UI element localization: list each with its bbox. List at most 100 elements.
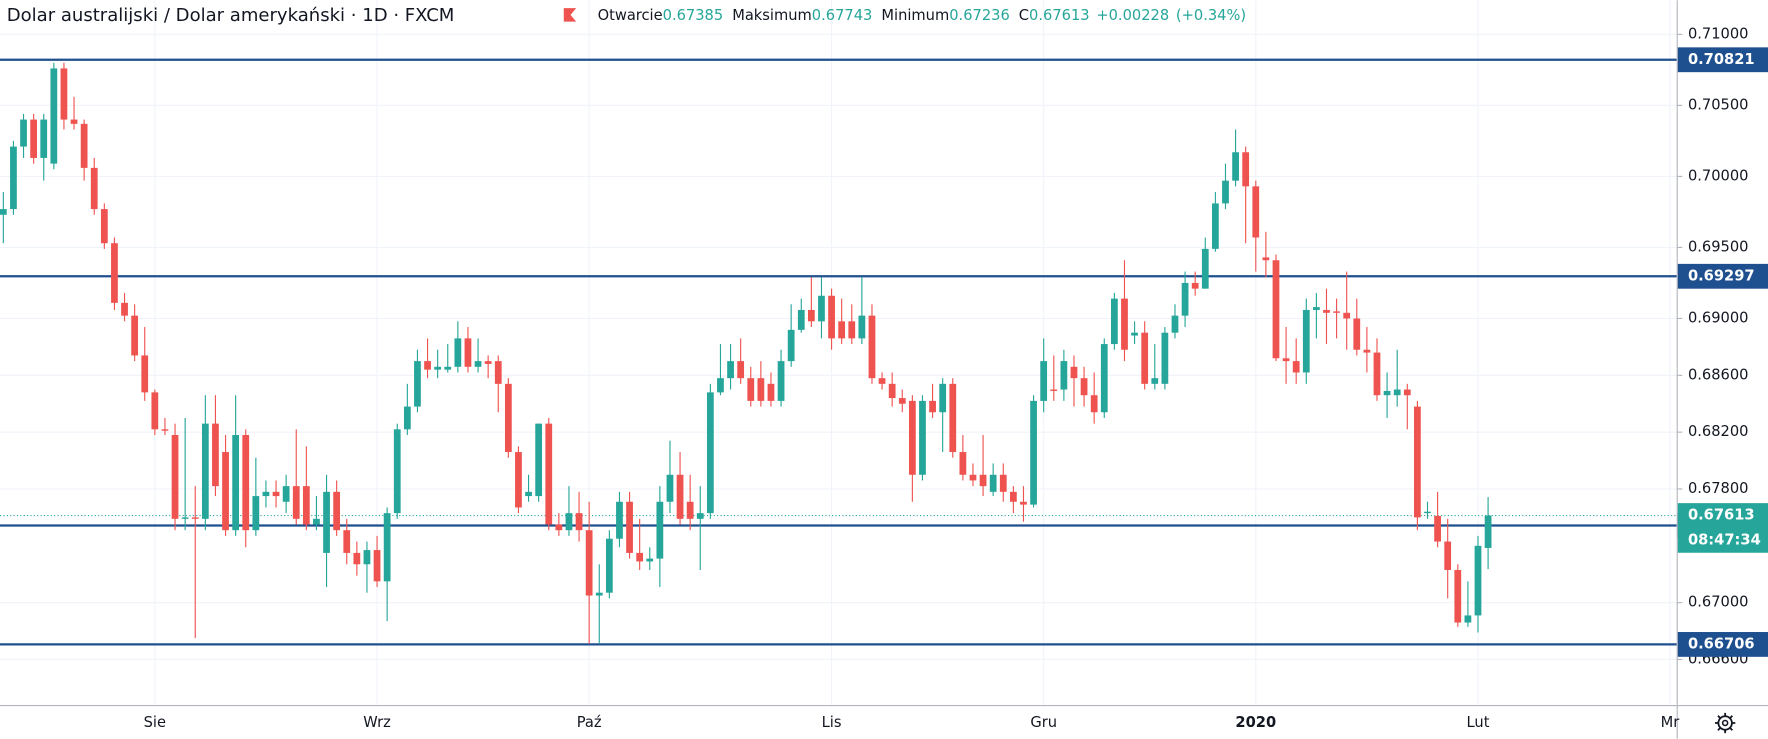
candle-body [1151,378,1159,384]
candle-body [747,378,755,401]
candle-body [1474,545,1482,616]
candle-body [1040,361,1048,401]
candle-body [868,315,876,379]
level-price-label: 0.69297 [1688,267,1755,284]
candle-body [474,361,482,367]
market-flag-icon[interactable] [563,8,577,22]
candle-body [1313,307,1320,310]
candle-body [10,146,17,210]
candle-body [535,423,543,497]
candle-body [646,558,654,562]
candle-body [1272,260,1280,359]
candle-body [1161,332,1169,384]
candle-body [696,513,704,519]
candles [0,62,1492,644]
candle-body [828,295,835,339]
candle-body [20,119,27,147]
candle-body [343,530,351,553]
candle-body [605,538,613,593]
candle-body [1020,501,1027,505]
candle-body [939,383,947,413]
candle-body [1292,361,1300,373]
x-tick-label: Paź [577,714,602,731]
candle-body [1121,298,1128,350]
candle-body [525,491,532,497]
candle-body [666,474,674,502]
candle-body [414,361,421,407]
legend-value: 0.67236 [949,7,1010,24]
candle-body [0,209,7,215]
candle-body [676,474,684,519]
y-tick-label: 0.69000 [1688,309,1749,326]
last-price-label: 0.67613 [1688,507,1755,524]
x-tick-label: Lis [822,714,842,731]
candle-body [717,378,724,393]
legend-change-pct: (+0.34%) [1176,7,1246,24]
candle-body [313,518,320,525]
y-tick-label: 0.67800 [1688,480,1749,497]
candle-body [1110,298,1118,345]
candle-body [1009,491,1017,502]
candle-body [1252,186,1260,238]
settings-icon[interactable] [1715,712,1736,734]
candle-body [302,486,310,525]
last-price-box [1677,503,1768,553]
candle-body [232,434,240,531]
candle-body [282,486,290,502]
candle-body [999,474,1007,492]
candle-body [383,513,391,582]
candle-body [777,361,785,401]
x-tick-label: Sie [144,714,166,731]
candle-body [919,400,926,475]
candle-body [1222,180,1229,204]
candle-body [1403,389,1411,396]
level-price-box [1677,47,1768,73]
countdown-label: 08:47:34 [1688,531,1761,548]
candle-body [1171,315,1179,333]
y-tick-label: 0.70500 [1688,96,1749,113]
candle-body [333,491,341,531]
gear-teeth[interactable] [1715,712,1736,734]
candle-body [262,491,270,497]
candle-body [1424,511,1431,514]
candle-body [1444,541,1452,570]
candle-body [70,119,78,124]
y-tick-label: 0.71000 [1688,25,1749,42]
candle-body [1141,332,1149,384]
level-price-box [1677,263,1768,289]
candle-body [40,119,48,158]
candle-body [494,361,502,384]
candle-body [1434,515,1441,542]
candle-body [1212,203,1219,249]
candle-body [575,513,583,531]
y-tick-label: 0.69500 [1688,238,1749,255]
candle-body [767,383,775,401]
x-tick-label: Wrz [363,714,391,731]
level-price-label: 0.70821 [1688,51,1755,68]
candle-body [1393,389,1401,396]
grid [0,0,1677,705]
candle-body [1333,311,1340,313]
candle-body [30,119,38,158]
gear-ring[interactable] [1717,715,1733,731]
candle-body [757,378,765,401]
axes: 0.71000 0.70500 0.70000 0.69500 0.69000 0.686… [144,25,1749,731]
candle-body [898,398,906,404]
gear-hub[interactable] [1721,719,1729,727]
candle-body [1464,615,1472,623]
chart-title: Dolar australijski / Dolar amerykański ·… [7,5,455,26]
candle-body [1201,248,1209,289]
candle-body [212,423,219,487]
candle-body [454,338,462,367]
candle-body [959,452,967,475]
candle-body [292,486,300,519]
y-tick-label: 0.70000 [1688,167,1749,184]
candle-body [242,434,250,531]
candle-body [565,513,573,531]
x-tick-label: 2020 [1235,714,1276,731]
candle-body [1373,352,1381,396]
candle-body [636,552,644,562]
candle-body [1100,344,1108,413]
candle-body [1070,366,1078,379]
